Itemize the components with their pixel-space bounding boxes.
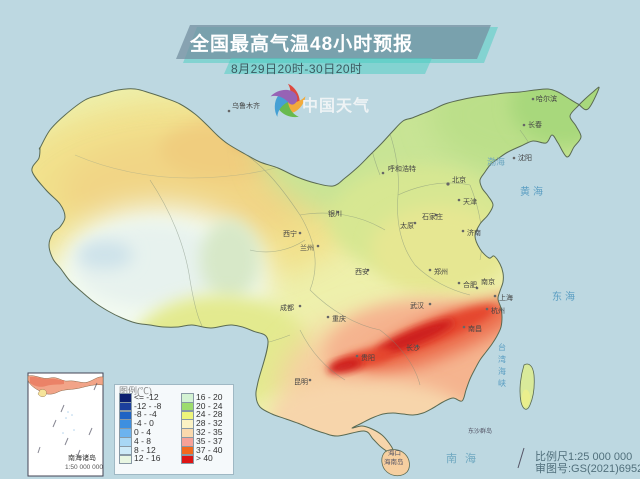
svg-text:呼和浩特: 呼和浩特 <box>388 164 416 173</box>
svg-text:太原: 太原 <box>400 221 414 230</box>
svg-text:石家庄: 石家庄 <box>422 212 443 221</box>
svg-text:海: 海 <box>498 366 506 376</box>
svg-text:湾: 湾 <box>498 354 506 364</box>
svg-text:武汉: 武汉 <box>410 301 424 310</box>
svg-text:乌鲁木齐: 乌鲁木齐 <box>232 101 260 110</box>
svg-text:银川: 银川 <box>328 209 342 218</box>
svg-text:郑州: 郑州 <box>434 268 448 276</box>
svg-text:哈尔滨: 哈尔滨 <box>536 94 557 103</box>
svg-text:上海: 上海 <box>499 293 513 302</box>
svg-text:南昌: 南昌 <box>468 324 482 333</box>
svg-text:天津: 天津 <box>463 198 477 206</box>
svg-text:重庆: 重庆 <box>332 314 346 323</box>
svg-text:沈阳: 沈阳 <box>518 153 532 162</box>
svg-text:兰州: 兰州 <box>300 243 314 252</box>
svg-text:济南: 济南 <box>467 228 481 237</box>
svg-text:峡: 峡 <box>498 378 506 388</box>
svg-text:东沙群岛: 东沙群岛 <box>468 427 492 435</box>
svg-text:长沙: 长沙 <box>406 343 420 352</box>
svg-text:长春: 长春 <box>528 120 542 129</box>
svg-text:南京: 南京 <box>481 277 495 286</box>
svg-text:黄海: 黄海 <box>520 185 546 198</box>
svg-text:昆明: 昆明 <box>294 378 308 386</box>
svg-text:渤海: 渤海 <box>487 156 505 167</box>
svg-text:合肥: 合肥 <box>463 280 477 289</box>
svg-text:杭州: 杭州 <box>491 306 505 315</box>
svg-text:西安: 西安 <box>355 267 369 276</box>
svg-text:海口: 海口 <box>388 448 401 457</box>
svg-text:西宁: 西宁 <box>283 229 297 238</box>
svg-text:南海诸岛: 南海诸岛 <box>68 453 96 462</box>
svg-text:北京: 北京 <box>452 175 466 184</box>
svg-text:东海: 东海 <box>552 290 578 303</box>
svg-text:成都: 成都 <box>280 303 294 312</box>
svg-text:台: 台 <box>498 342 506 352</box>
svg-text:海南岛: 海南岛 <box>384 457 404 466</box>
svg-text:南海: 南海 <box>446 451 484 465</box>
svg-text:贵阳: 贵阳 <box>361 353 375 362</box>
svg-text:1:50 000 000: 1:50 000 000 <box>65 464 103 471</box>
